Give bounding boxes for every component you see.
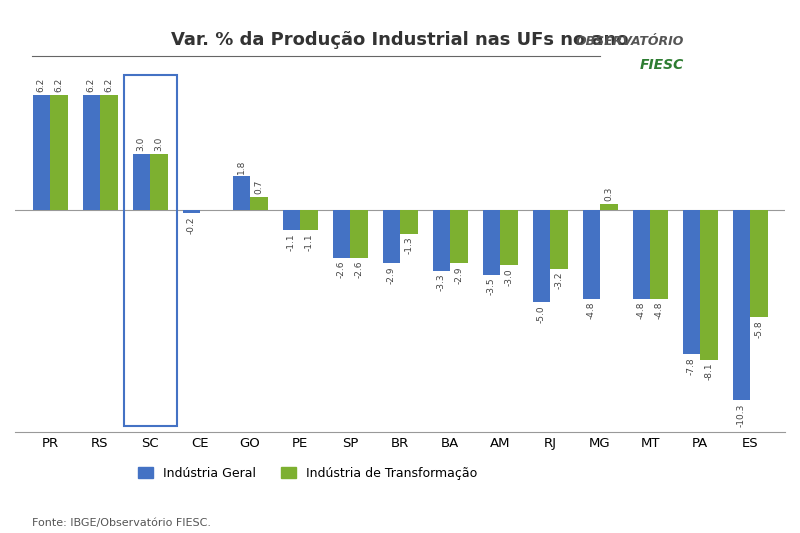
Text: -2.6: -2.6 [354,261,363,278]
Bar [433,210,450,271]
Text: -2.9: -2.9 [386,266,396,284]
Bar [282,210,300,230]
Legend: Indústria Geral, Indústria de Transformação: Indústria Geral, Indústria de Transforma… [133,462,482,485]
Bar [733,210,750,400]
Bar [300,210,318,230]
Bar [133,154,150,210]
Bar [600,204,618,210]
Text: 3.0: 3.0 [137,137,146,151]
Text: -5.0: -5.0 [537,305,546,323]
Text: -3.2: -3.2 [554,272,563,289]
Bar [650,210,667,298]
Text: 6.2: 6.2 [104,78,114,92]
Bar [582,210,600,298]
Bar [33,95,50,210]
Text: -0.2: -0.2 [186,216,196,234]
Bar [700,210,718,360]
Text: -4.8: -4.8 [654,301,663,319]
Bar [550,210,567,269]
Bar [233,176,250,210]
Text: -2.9: -2.9 [454,266,463,284]
Text: -1.1: -1.1 [286,233,296,251]
Bar [50,95,67,210]
Bar [500,210,518,265]
Bar [82,95,100,210]
Bar [100,95,118,210]
Bar [533,210,550,302]
Text: -2.6: -2.6 [337,261,346,278]
Text: 3.0: 3.0 [154,137,163,151]
Text: OBSERVATÓRIO: OBSERVATÓRIO [576,35,684,48]
Text: 6.2: 6.2 [54,78,63,92]
Text: -4.8: -4.8 [586,301,596,319]
Text: -3.5: -3.5 [486,277,496,295]
Text: -5.8: -5.8 [754,320,763,337]
Text: -8.1: -8.1 [704,362,714,380]
Text: 6.2: 6.2 [86,78,96,92]
Bar [182,210,200,214]
Bar [400,210,418,234]
Text: -3.3: -3.3 [437,273,446,291]
Text: -1.1: -1.1 [304,233,314,251]
Text: -3.0: -3.0 [504,268,514,286]
Bar [682,210,700,354]
Text: 1.8: 1.8 [237,159,246,174]
Bar [333,210,350,258]
Bar [482,210,500,274]
Text: 6.2: 6.2 [37,78,46,92]
Bar [150,154,167,210]
Text: FIESC: FIESC [640,58,684,72]
Text: 0.3: 0.3 [604,187,614,201]
Bar [250,197,267,210]
Bar [750,210,767,317]
Text: -4.8: -4.8 [637,301,646,319]
Text: Fonte: IBGE/Observatório FIESC.: Fonte: IBGE/Observatório FIESC. [32,518,211,528]
Bar [633,210,650,298]
Text: -1.3: -1.3 [404,237,414,254]
Bar [382,210,400,263]
Text: 0.7: 0.7 [254,180,263,194]
Bar [450,210,467,263]
Title: Var. % da Produção Industrial nas UFs no ano: Var. % da Produção Industrial nas UFs no… [171,31,629,49]
Bar [350,210,367,258]
Text: -10.3: -10.3 [737,403,746,426]
Text: -7.8: -7.8 [686,357,696,375]
